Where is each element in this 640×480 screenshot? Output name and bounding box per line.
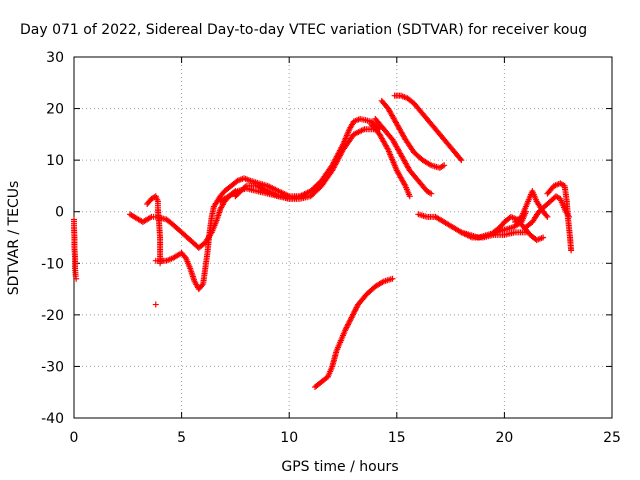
y-tick-label: -30 — [41, 359, 64, 375]
data-point — [406, 193, 413, 200]
x-tick-label: 10 — [280, 430, 298, 446]
x-axis-label: GPS time / hours — [281, 459, 398, 475]
data-point — [458, 157, 465, 164]
axis-ticks: 0 5 10 15 20 25 -40 -30 -20 -10 0 10 20 30 — [41, 50, 621, 446]
y-tick-label: -10 — [41, 256, 64, 272]
y-tick-label: 30 — [46, 50, 64, 66]
data-point — [540, 234, 547, 241]
x-tick-label: 0 — [70, 430, 79, 446]
data-point — [389, 275, 396, 282]
data-point — [73, 275, 80, 282]
y-tick-label: -20 — [41, 308, 64, 324]
x-tick-label: 20 — [495, 430, 513, 446]
data-point-interp — [241, 184, 248, 191]
y-tick-label: 20 — [46, 102, 64, 118]
data-point-interp — [457, 155, 464, 162]
x-tick-label: 25 — [603, 430, 621, 446]
x-tick-label: 15 — [388, 430, 406, 446]
x-tick-label: 5 — [177, 430, 186, 446]
y-tick-label: -40 — [41, 411, 64, 427]
data-point — [568, 247, 575, 254]
data-point — [441, 162, 448, 169]
y-tick-label: 10 — [46, 153, 64, 169]
data-point — [428, 190, 435, 197]
y-tick-label: 0 — [55, 205, 64, 221]
chart-title: Day 071 of 2022, Sidereal Day-to-day VTE… — [20, 22, 587, 38]
data-point-interp — [199, 282, 206, 289]
data-point-interp — [543, 212, 550, 219]
y-axis-label: SDTVAR / TECUs — [6, 181, 22, 296]
data-point — [296, 193, 303, 200]
data-point — [152, 301, 159, 308]
data-point-interp — [181, 253, 188, 260]
data-point — [544, 213, 551, 220]
data-points — [71, 92, 575, 391]
